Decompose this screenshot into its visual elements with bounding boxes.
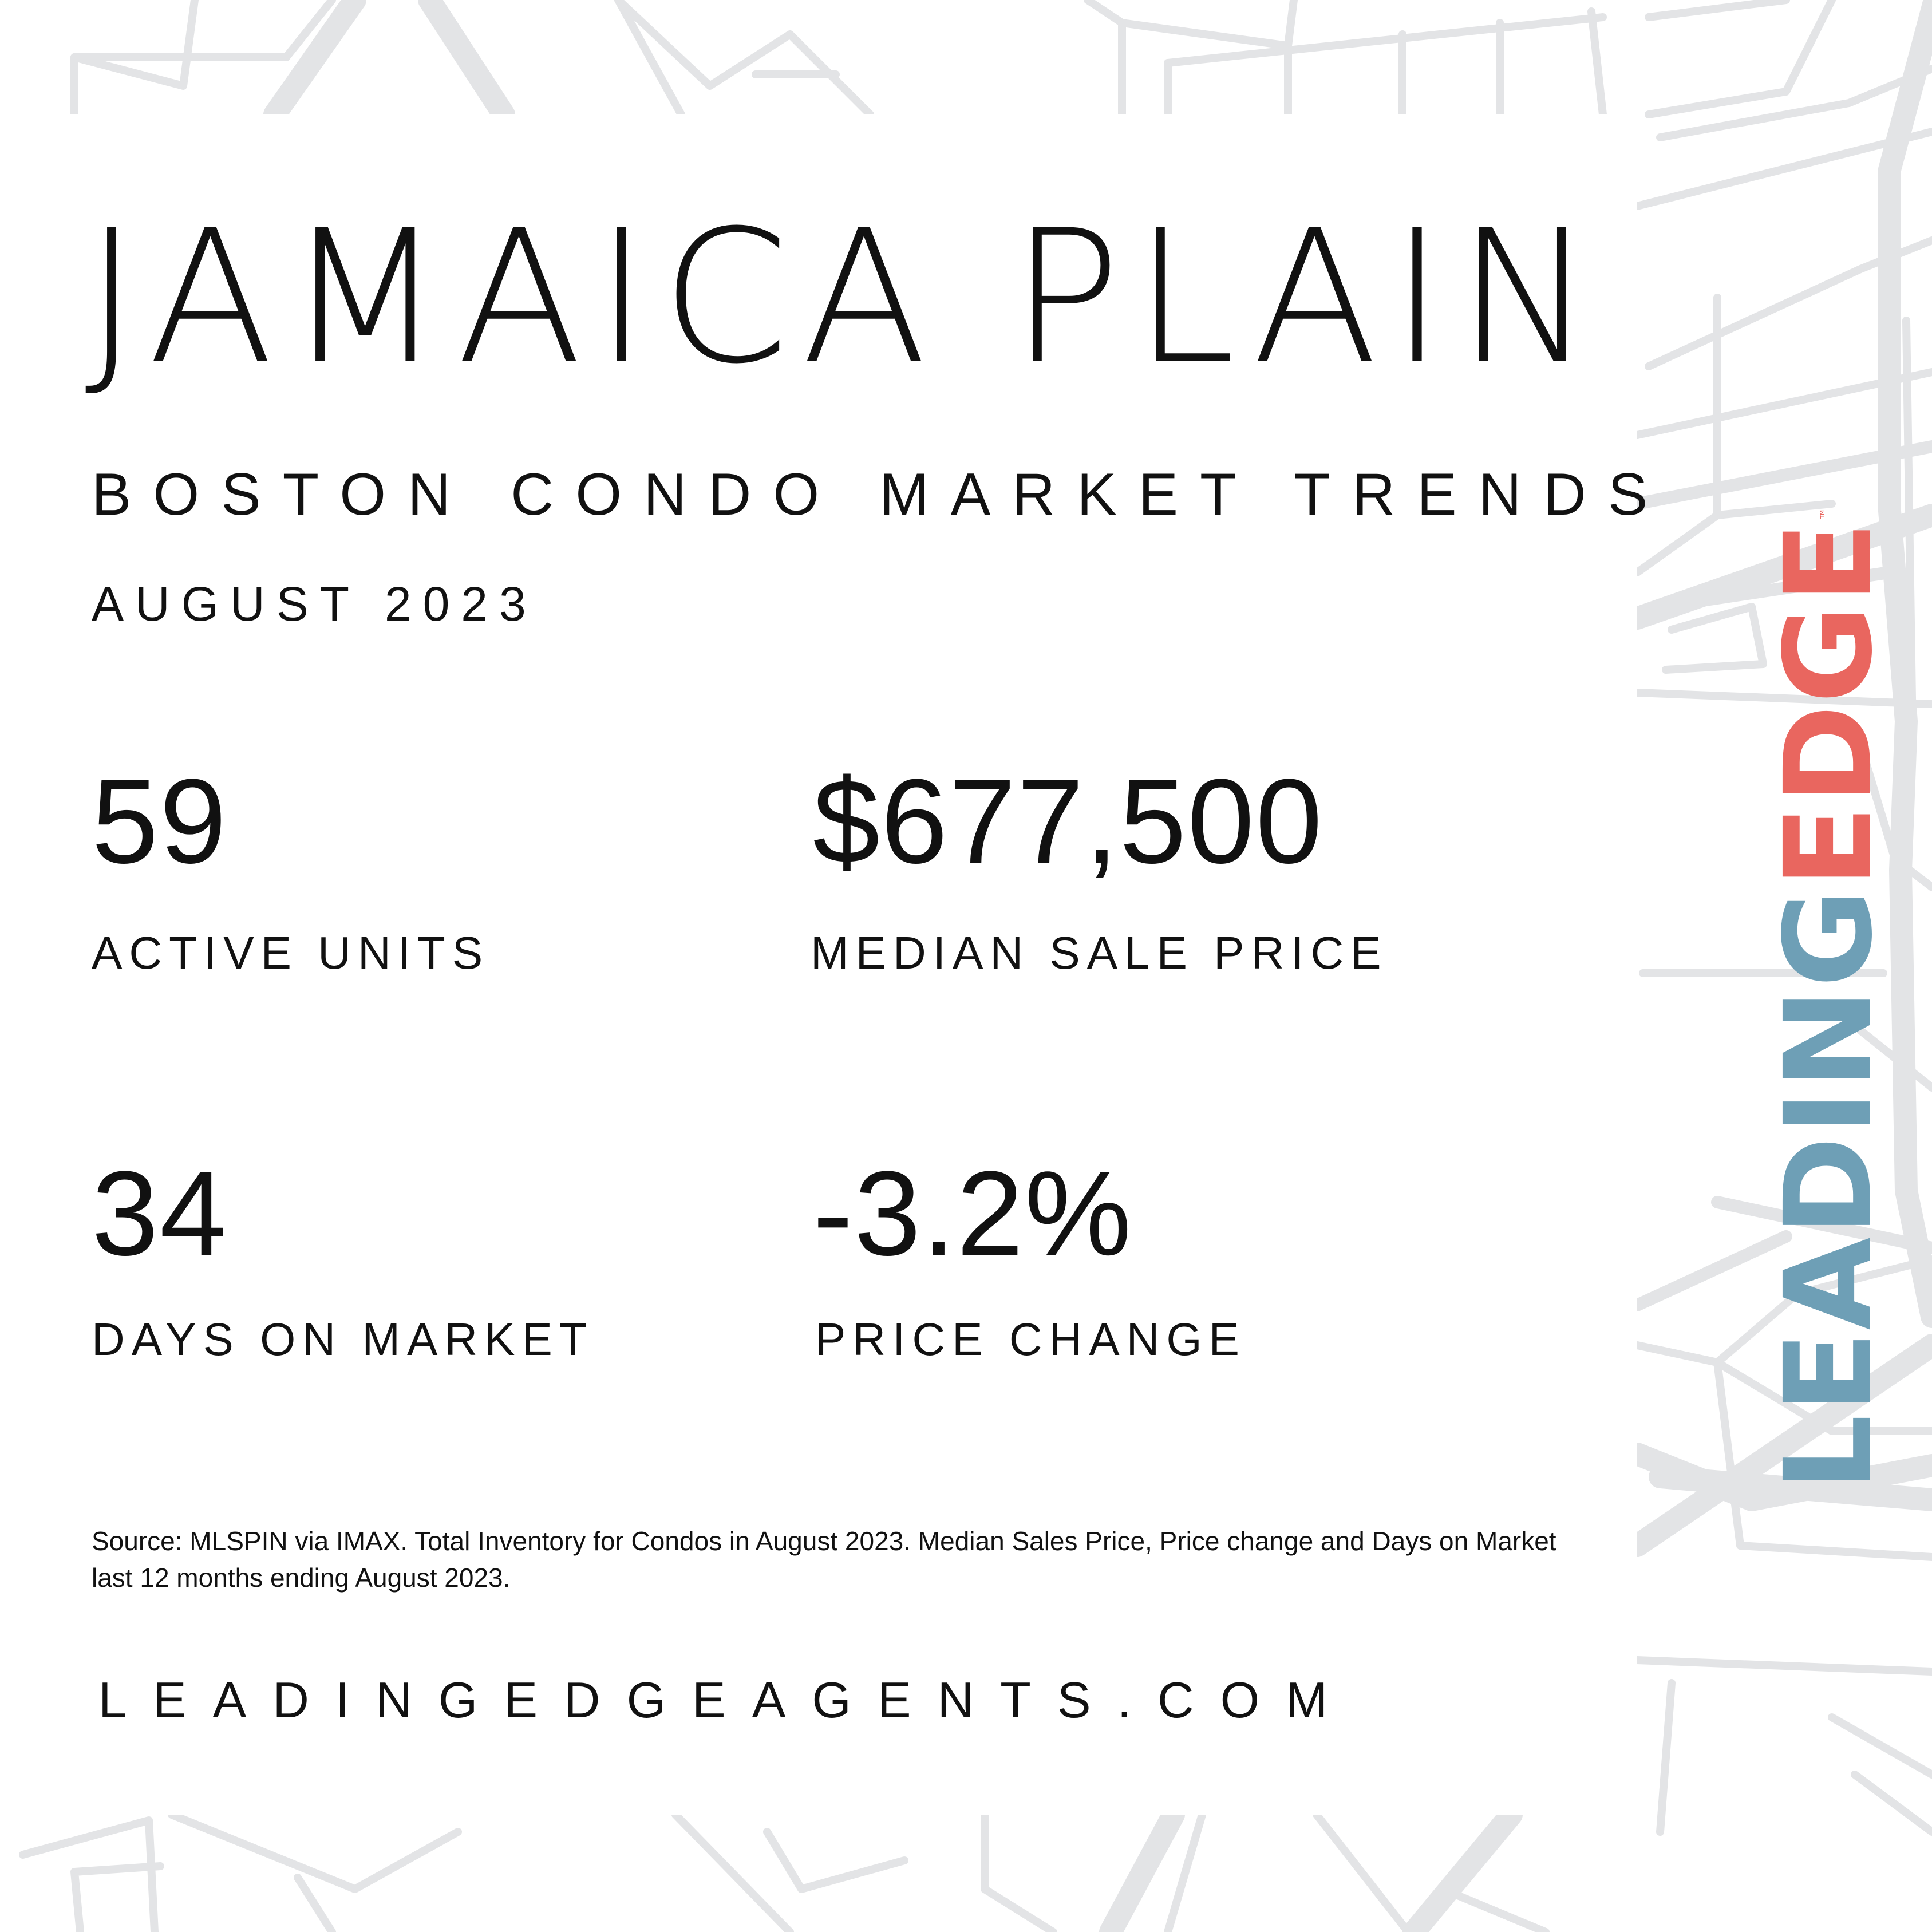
median-sale-price-value: $677,500 — [813, 754, 1323, 888]
content-panel — [0, 114, 1637, 1815]
report-date: AUGUST 2023 — [92, 577, 538, 631]
page-title: JAMAICA PLAIN — [85, 191, 1607, 404]
logo-text-edge: EDGE — [1759, 520, 1899, 888]
median-sale-price-label: MEDIAN SALE PRICE — [811, 927, 1388, 978]
website-link[interactable]: LEADINGEDGEAGENTS.COM — [98, 1672, 1354, 1728]
days-on-market-label: DAYS ON MARKET — [92, 1314, 594, 1365]
days-on-market-value: 34 — [92, 1146, 228, 1281]
source-note: Source: MLSPIN via IMAX. Total Inventory… — [92, 1526, 1556, 1593]
logo-text-leading: LEADING — [1759, 887, 1899, 1491]
price-change-label: PRICE CHANGE — [815, 1314, 1246, 1365]
active-units-label: ACTIVE UNITS — [92, 927, 490, 978]
active-units-value: 59 — [92, 754, 228, 888]
report-subtitle: BOSTON CONDO MARKET TRENDS — [92, 461, 1670, 528]
price-change-value: -3.2% — [813, 1146, 1133, 1281]
trademark-symbol: ™ — [1819, 507, 1833, 521]
